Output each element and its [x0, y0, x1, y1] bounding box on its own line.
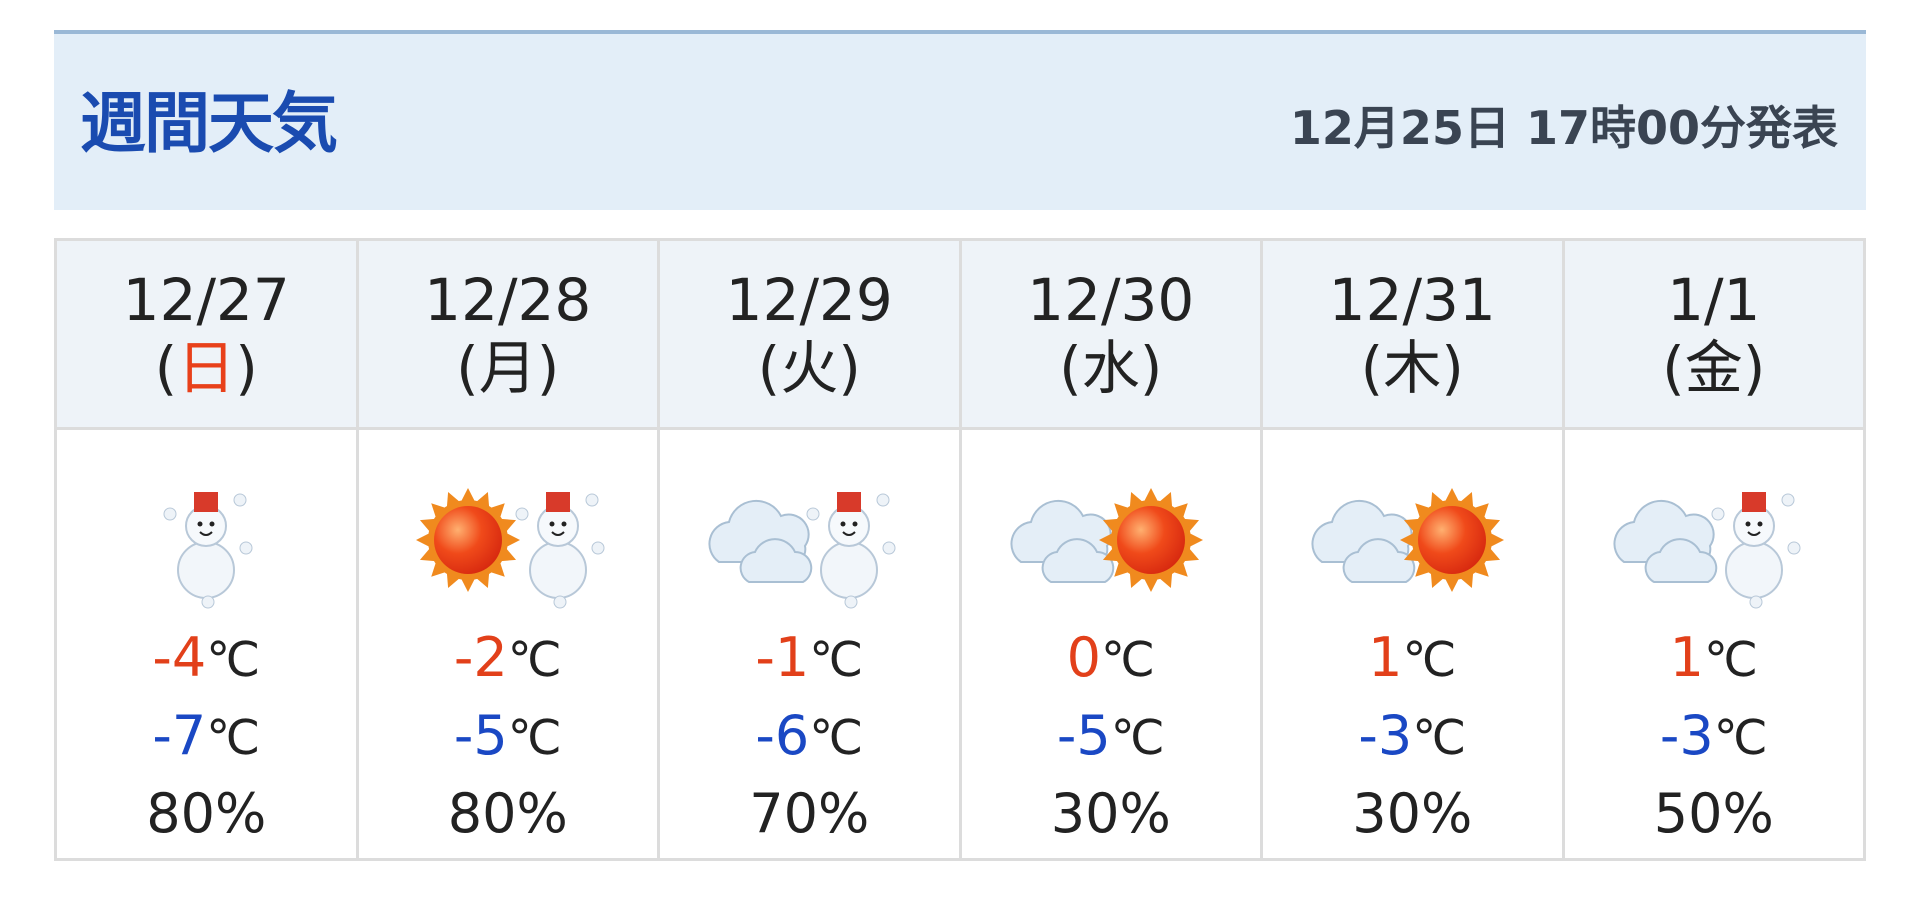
- cloud-icon: [1010, 499, 1114, 583]
- weekday-label: 木: [1383, 334, 1442, 402]
- weekday-label: 日: [177, 334, 236, 402]
- weekday: (日): [154, 334, 258, 402]
- cloud-icon: [1613, 499, 1717, 583]
- weekday-label: 金: [1684, 334, 1743, 402]
- snowman-icon: [515, 492, 605, 609]
- date-cell: 12/31 (木): [1260, 238, 1565, 430]
- date: 12/28: [424, 266, 592, 334]
- low-temp: -3℃: [1659, 704, 1768, 767]
- date-cell: 12/28 (月): [355, 238, 660, 430]
- weekday: (金): [1662, 334, 1766, 402]
- cloud-sun-weather-icon: [1311, 488, 1505, 592]
- forecast-cell: -2℃ -5℃ 80%: [355, 427, 660, 861]
- date-row: 12/27 (日) 12/28 (月) 12/29 (火) 12/30 (水) 12/31 (木)…: [54, 238, 1866, 430]
- forecast-row: -4℃ -7℃ 80% -2℃ -5℃ 80% -1℃ -6℃ 70% 0℃ -5℃ 30% 1℃ -3℃…: [54, 427, 1866, 861]
- precip-probability: 50%: [1653, 782, 1774, 845]
- low-temp: -6℃: [755, 704, 864, 767]
- precip-probability: 80%: [447, 782, 568, 845]
- precip-probability: 80%: [146, 782, 267, 845]
- date: 12/29: [725, 266, 893, 334]
- date-cell: 12/29 (火): [657, 238, 962, 430]
- date: 12/27: [122, 266, 290, 334]
- high-temp: -4℃: [152, 626, 261, 689]
- date-cell: 12/27 (日): [54, 238, 359, 430]
- forecast-cell: -4℃ -7℃ 80%: [54, 427, 359, 861]
- precip-probability: 30%: [1352, 782, 1473, 845]
- forecast-cell: 1℃ -3℃ 30%: [1260, 427, 1565, 861]
- cloud-sun-weather-icon: [1010, 488, 1203, 592]
- low-temp: -5℃: [1056, 704, 1165, 767]
- cloud-icon: [1311, 499, 1416, 583]
- date-cell: 12/30 (水): [958, 238, 1263, 430]
- high-temp: 0℃: [1066, 626, 1155, 689]
- low-temp: -7℃: [152, 704, 261, 767]
- weekly-forecast-table: 12/27 (日) 12/28 (月) 12/29 (火) 12/30 (水) 12/31 (木)…: [54, 238, 1866, 861]
- precip-probability: 70%: [749, 782, 870, 845]
- snowman-icon: [806, 492, 896, 609]
- high-temp: -2℃: [453, 626, 562, 689]
- sun-snow-weather-icon: [415, 488, 605, 609]
- date: 12/30: [1027, 266, 1195, 334]
- snowman-icon: [1711, 492, 1801, 609]
- date: 1/1: [1667, 266, 1761, 334]
- weekday: (火): [757, 334, 861, 402]
- date-cell: 1/1 (金): [1561, 238, 1866, 430]
- cloud-icon: [708, 499, 813, 583]
- weekly-weather-header: 週間天気 12月25日 17時00分発表: [54, 30, 1866, 210]
- sun-icon: [1098, 488, 1203, 592]
- weekday: (月): [456, 334, 560, 402]
- cloud-snow-weather-icon: [708, 492, 896, 609]
- weekday-label: 水: [1081, 334, 1140, 402]
- high-temp: 1℃: [1669, 626, 1758, 689]
- low-temp: -5℃: [453, 704, 562, 767]
- cloud-snow-weather-icon: [1613, 492, 1801, 609]
- low-temp: -3℃: [1358, 704, 1467, 767]
- snow-weather-icon: [163, 492, 253, 609]
- snowman-icon: [163, 492, 253, 609]
- precip-probability: 30%: [1050, 782, 1171, 845]
- weekday: (木): [1360, 334, 1464, 402]
- date: 12/31: [1328, 266, 1496, 334]
- weekday-label: 月: [478, 334, 537, 402]
- forecast-cell: -1℃ -6℃ 70%: [657, 427, 962, 861]
- high-temp: -1℃: [755, 626, 864, 689]
- sun-icon: [415, 488, 520, 592]
- high-temp: 1℃: [1368, 626, 1457, 689]
- page-title: 週間天気: [80, 85, 338, 162]
- issued-time: 12月25日 17時00分発表: [1289, 101, 1838, 155]
- weekday: (水): [1059, 334, 1163, 402]
- weekday-label: 火: [780, 334, 839, 402]
- sun-icon: [1400, 488, 1505, 592]
- forecast-cell: 0℃ -5℃ 30%: [958, 427, 1263, 861]
- forecast-cell: 1℃ -3℃ 50%: [1561, 427, 1866, 861]
